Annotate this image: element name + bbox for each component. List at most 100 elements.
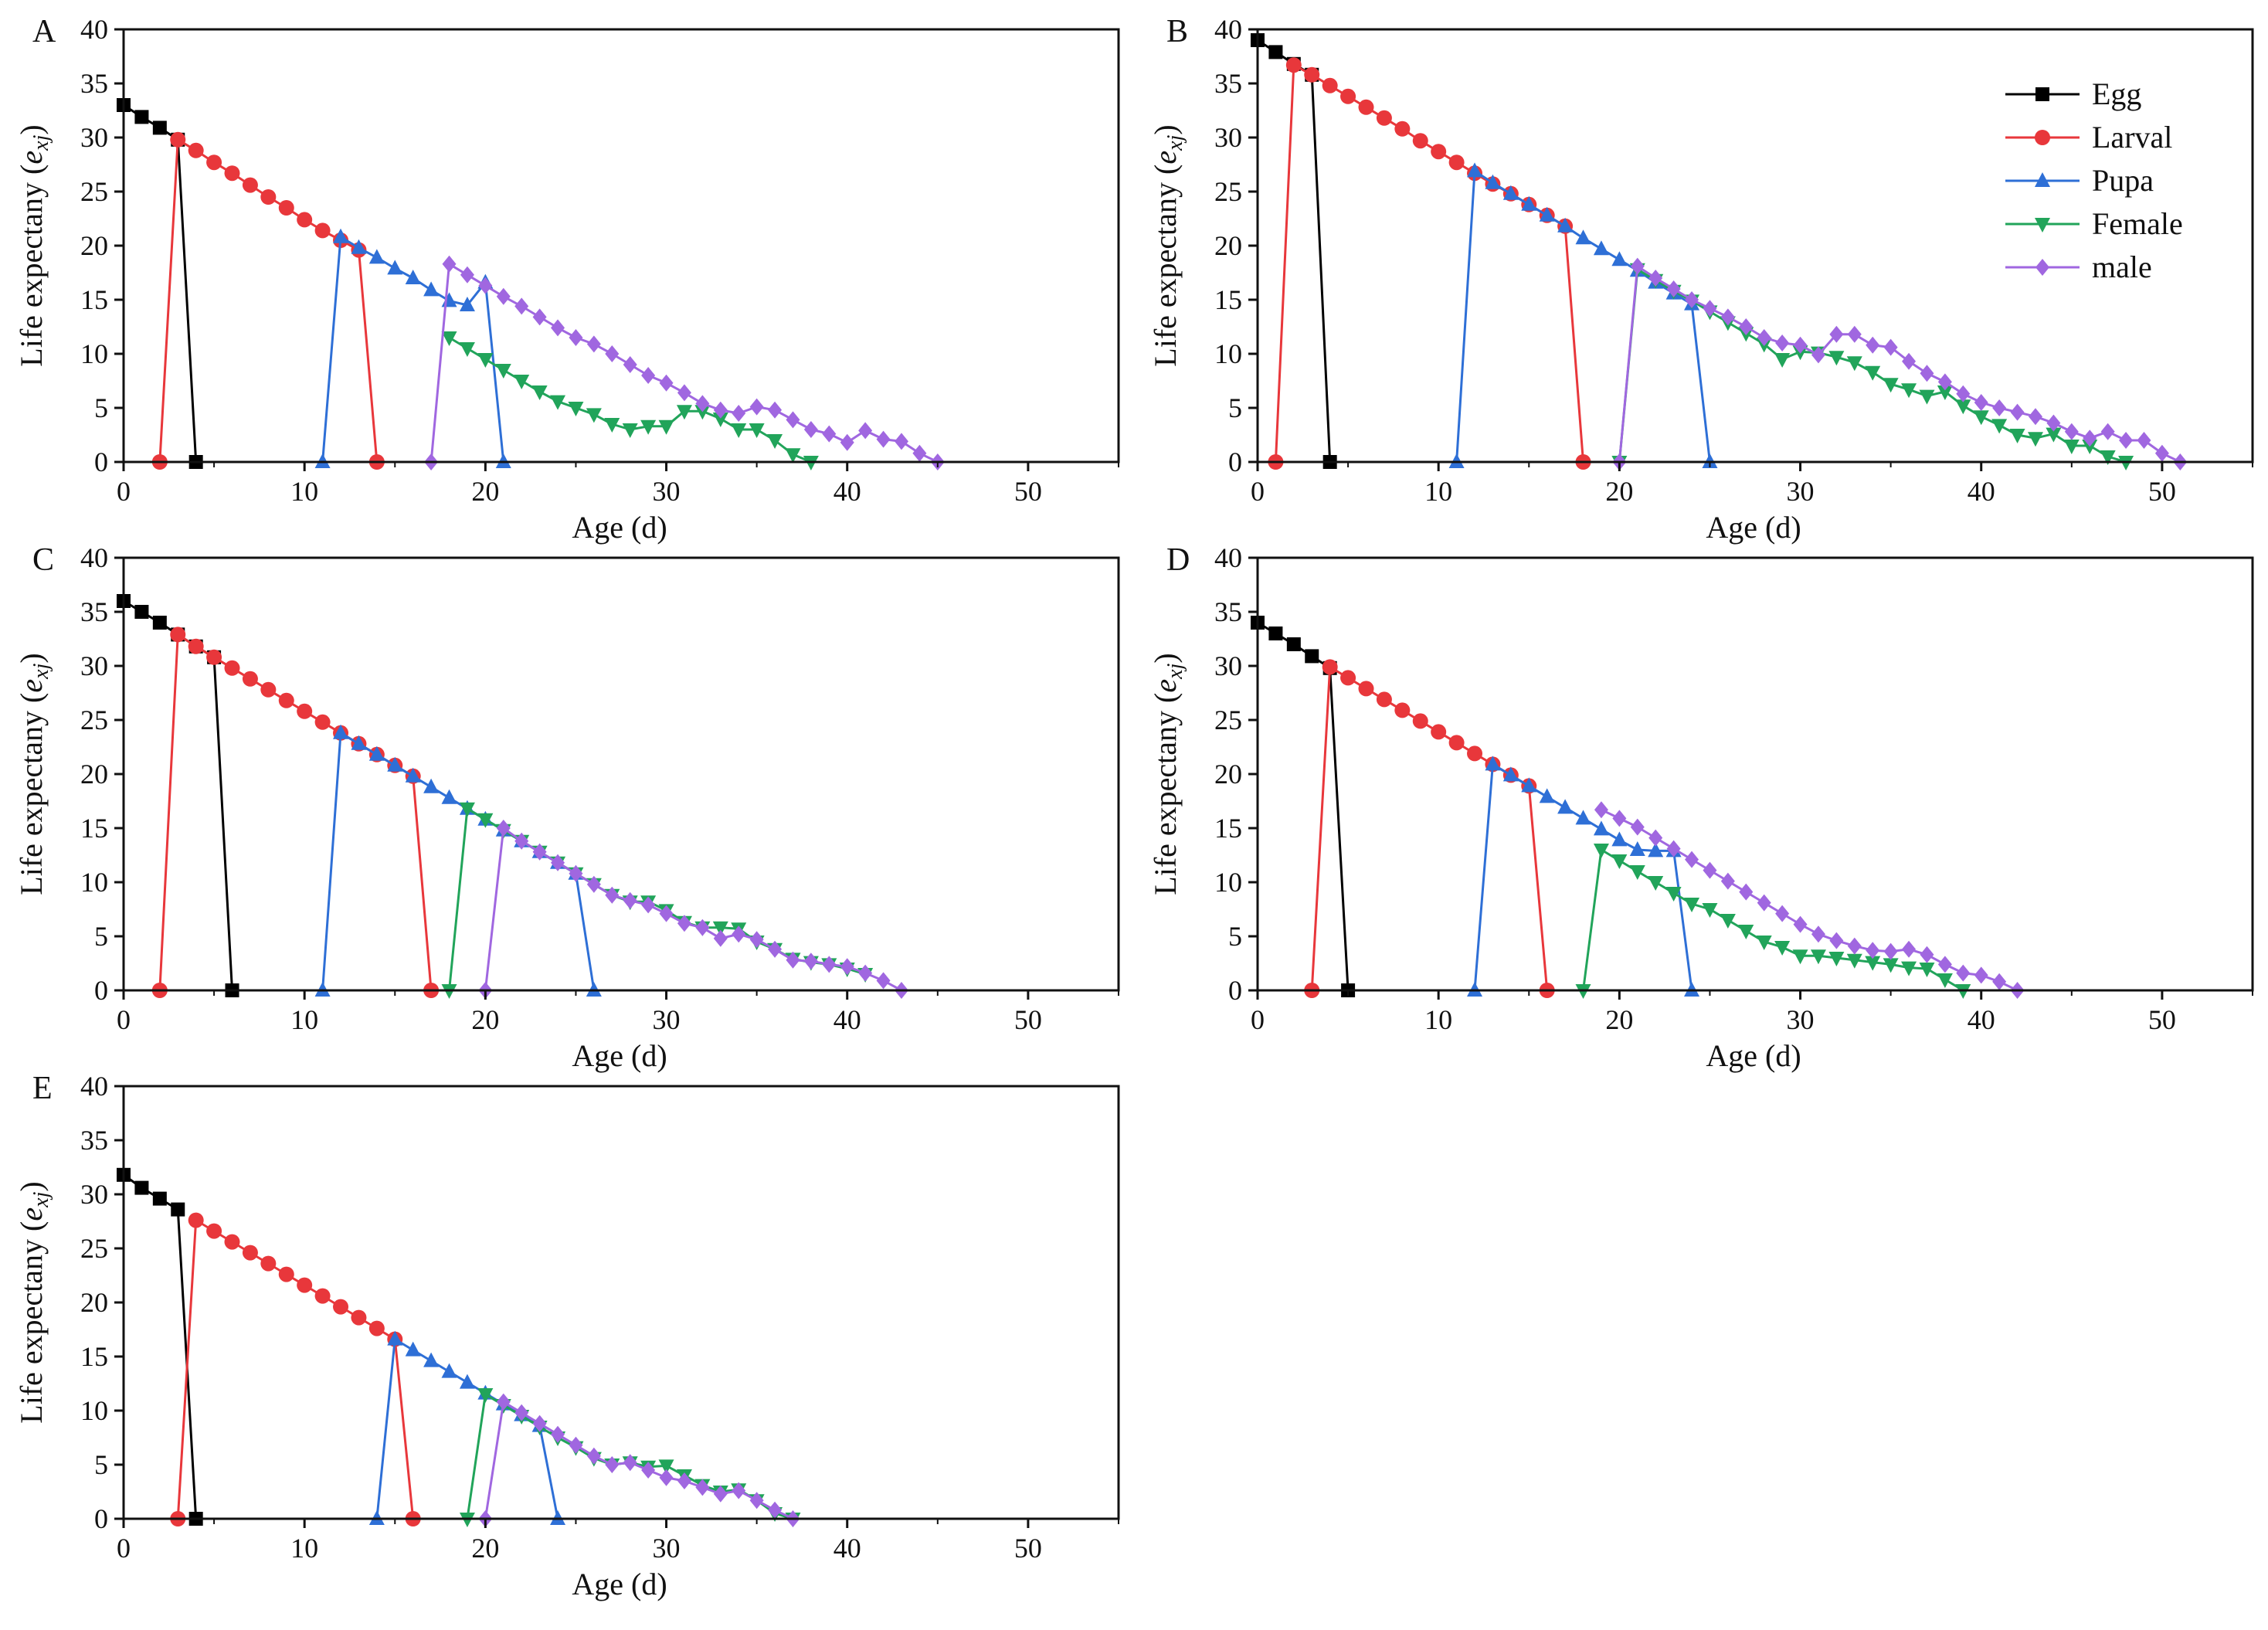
series-line-egg bbox=[1257, 621, 1350, 991]
panel-e: E 0 10 20 30 40 50 0 5 10 15 20 25 30 35 40 Age (d) Life … bbox=[14, 1071, 1120, 1601]
series-line-male bbox=[484, 827, 902, 992]
data-point-female bbox=[1901, 383, 1917, 399]
series-group bbox=[117, 594, 908, 999]
data-point-female bbox=[1702, 903, 1718, 918]
data-point-male bbox=[1883, 338, 1898, 356]
data-point-pupa bbox=[405, 767, 421, 783]
x-tick-label: 10 bbox=[1424, 476, 1452, 507]
data-point-male bbox=[659, 905, 674, 922]
data-point-pupa bbox=[387, 1330, 403, 1346]
data-point-male bbox=[659, 1469, 674, 1486]
x-tick-label: 30 bbox=[1787, 476, 1815, 507]
data-point-female bbox=[1991, 419, 2008, 434]
data-point-pupa bbox=[459, 1374, 475, 1389]
data-point-pupa bbox=[1593, 240, 1609, 256]
data-point-larval bbox=[206, 155, 222, 171]
data-point-female bbox=[2027, 432, 2043, 447]
data-point-male bbox=[1847, 937, 1862, 955]
x-tick-label: 10 bbox=[290, 476, 318, 507]
data-point-male bbox=[1902, 940, 1917, 958]
legend-item-larval: Larval bbox=[2005, 120, 2172, 155]
data-point-larval bbox=[1412, 133, 1428, 149]
data-point-male bbox=[496, 820, 511, 837]
y-axis-label-e: e bbox=[14, 679, 49, 693]
panel-letter: B bbox=[1166, 14, 1188, 49]
data-point-female bbox=[1865, 365, 1881, 381]
panel-d: D 0 10 20 30 40 50 0 5 10 15 20 25 30 35 40 Age (d) Life … bbox=[1148, 542, 2254, 1073]
data-point-pupa bbox=[1521, 195, 1537, 211]
data-point-male bbox=[1793, 336, 1808, 354]
data-point-pupa bbox=[1502, 766, 1519, 782]
legend: Egg Larval Pupa Female male bbox=[2005, 76, 2183, 284]
data-point-male bbox=[551, 854, 565, 871]
data-point-male bbox=[912, 444, 927, 462]
data-point-male bbox=[1775, 334, 1790, 351]
panel-letter: C bbox=[32, 542, 54, 578]
data-point-pupa bbox=[333, 228, 349, 243]
series-line-female bbox=[448, 807, 866, 991]
legend-item-male: male bbox=[2005, 250, 2152, 284]
data-point-male bbox=[786, 411, 800, 429]
y-axis-label-e: e bbox=[14, 1207, 49, 1221]
y-tick-label: 30 bbox=[80, 650, 108, 681]
x-tick-label: 40 bbox=[834, 1004, 861, 1035]
data-point-male bbox=[1992, 973, 2007, 990]
x-tick-label: 20 bbox=[471, 1533, 499, 1564]
plot-frame bbox=[122, 28, 1120, 464]
y-tick-label: 10 bbox=[80, 867, 108, 898]
data-point-male bbox=[641, 1462, 656, 1479]
data-point-female bbox=[531, 385, 548, 400]
data-point-female bbox=[1593, 844, 1609, 858]
data-point-male bbox=[569, 1436, 583, 1454]
y-tick-label: 20 bbox=[80, 759, 108, 790]
data-point-male bbox=[442, 255, 457, 273]
data-point-egg bbox=[152, 1191, 167, 1206]
data-point-male bbox=[1757, 894, 1771, 912]
data-point-larval bbox=[297, 212, 313, 228]
data-point-male bbox=[803, 421, 818, 438]
data-point-male bbox=[2137, 432, 2151, 449]
data-point-larval bbox=[188, 1212, 204, 1228]
data-point-male bbox=[1937, 956, 1952, 973]
data-point-female bbox=[1738, 925, 1754, 939]
data-point-male bbox=[1829, 325, 1844, 343]
y-tick-label: 10 bbox=[1214, 338, 1242, 369]
y-tick-label: 15 bbox=[80, 284, 108, 315]
x-axis-label: Age (d) bbox=[572, 510, 667, 545]
data-point-male bbox=[1739, 883, 1754, 901]
x-tick-label: 0 bbox=[117, 1533, 131, 1564]
data-point-pupa bbox=[1485, 756, 1501, 771]
y-tick-label: 40 bbox=[80, 1071, 108, 1102]
data-point-female bbox=[1973, 410, 1989, 426]
data-point-male bbox=[786, 951, 800, 969]
data-point-pupa bbox=[423, 778, 440, 793]
data-point-female bbox=[1774, 353, 1791, 368]
data-point-larval bbox=[1394, 702, 1411, 718]
x-tick-label: 50 bbox=[1014, 1533, 1042, 1564]
y-tick-label: 5 bbox=[1228, 392, 1242, 423]
data-point-male bbox=[659, 374, 674, 392]
data-point-male bbox=[605, 886, 620, 904]
data-point-pupa bbox=[423, 1352, 440, 1367]
data-point-pupa bbox=[1611, 251, 1628, 267]
data-point-pupa bbox=[351, 735, 367, 750]
data-point-pupa bbox=[1539, 788, 1555, 803]
data-point-pupa bbox=[405, 270, 421, 284]
data-point-larval bbox=[278, 200, 294, 216]
data-point-egg bbox=[134, 605, 149, 619]
y-tick-label: 25 bbox=[1214, 705, 1242, 735]
data-point-male bbox=[1612, 810, 1627, 827]
x-axis-label: Age (d) bbox=[572, 1567, 667, 1601]
data-point-female bbox=[568, 402, 584, 416]
series-group bbox=[117, 1167, 801, 1527]
data-point-larval bbox=[1431, 144, 1447, 160]
data-point-egg bbox=[1305, 649, 1319, 664]
data-point-larval bbox=[314, 222, 331, 239]
y-tick-label: 25 bbox=[80, 176, 108, 207]
data-point-egg bbox=[152, 616, 167, 630]
y-tick-label: 35 bbox=[1214, 596, 1242, 627]
data-point-pupa bbox=[387, 260, 403, 275]
data-point-male bbox=[822, 956, 837, 973]
data-point-female bbox=[2063, 440, 2080, 454]
data-point-male bbox=[1630, 818, 1645, 836]
